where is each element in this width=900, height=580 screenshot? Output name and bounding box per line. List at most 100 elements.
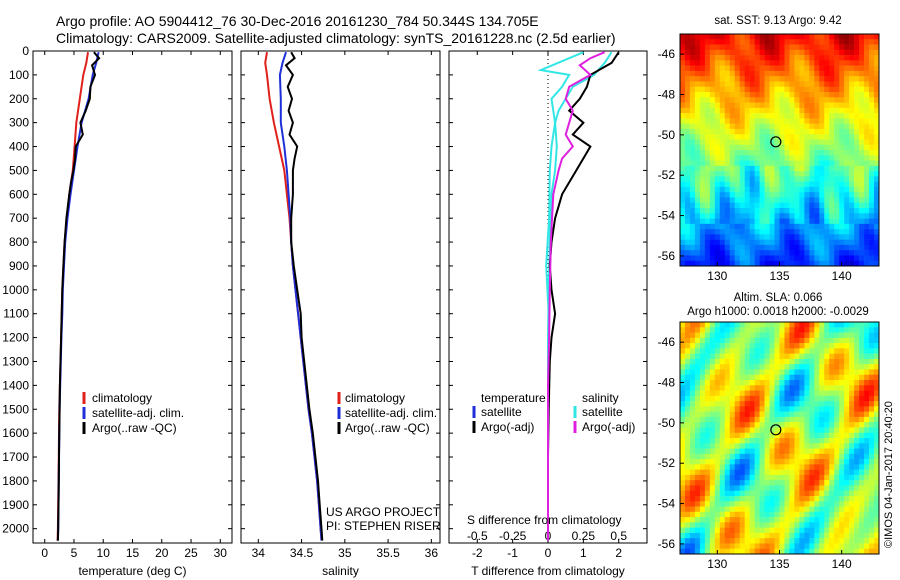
map-cell: [704, 197, 711, 204]
map-cell: [839, 118, 845, 124]
map-cell: [859, 39, 865, 45]
map-cell: [784, 443, 790, 449]
map-cell: [784, 255, 790, 262]
map-cell: [680, 527, 686, 534]
map-cell: [739, 501, 745, 507]
map-cell: [714, 139, 721, 146]
map-cell: [680, 218, 686, 225]
map-cell: [814, 411, 820, 418]
map-cell: [779, 448, 785, 455]
map-cell: [814, 255, 820, 262]
map-cell: [684, 55, 691, 61]
map-cell: [734, 337, 740, 344]
map-cell: [714, 186, 721, 193]
map-cell: [719, 496, 726, 502]
map-cell: [864, 496, 870, 502]
map-cell: [859, 55, 865, 61]
map-cell: [724, 485, 731, 492]
map-cell: [789, 332, 795, 339]
map-cell: [869, 118, 875, 124]
map-cell: [704, 438, 711, 444]
map-cell: [749, 422, 755, 428]
map-cell: [839, 501, 845, 507]
map-cell: [694, 369, 701, 376]
map-cell: [794, 390, 800, 397]
map-cell: [874, 60, 880, 66]
map-cell: [864, 139, 870, 146]
map-cell: [799, 406, 805, 412]
map-cell: [819, 186, 825, 193]
map-cell: [719, 453, 726, 460]
map-cell: [754, 522, 760, 528]
map-cell: [769, 543, 775, 550]
map-cell: [699, 511, 706, 518]
map-cell: [814, 448, 820, 455]
map-cell: [744, 532, 750, 539]
map-cell: [794, 213, 800, 219]
map-cell: [699, 260, 706, 267]
map-cell: [834, 322, 840, 328]
map-cell: [709, 343, 716, 349]
map-cell: [849, 464, 855, 470]
map-cell: [709, 395, 716, 402]
map-cell: [724, 538, 731, 544]
map-cell: [739, 438, 745, 444]
map-cell: [809, 197, 815, 204]
map-cell: [769, 144, 775, 151]
map-cell: [784, 432, 790, 439]
map-cell: [680, 337, 686, 344]
map-cell: [869, 150, 875, 156]
map-cell: [784, 39, 790, 45]
map-cell: [809, 543, 815, 550]
map-cell: [719, 176, 726, 182]
map-cell: [764, 322, 770, 328]
map-cell: [709, 501, 716, 507]
map-cell: [799, 453, 805, 460]
map-cell: [739, 134, 745, 140]
map-cell: [794, 176, 800, 182]
map-cell: [824, 192, 830, 198]
map-cell: [774, 234, 780, 240]
map-cell: [749, 250, 755, 256]
project-note: US ARGO PROJECT: [326, 505, 441, 519]
map-cell: [819, 522, 825, 528]
map-cell: [854, 60, 860, 66]
map-cell: [794, 364, 800, 370]
map-cell: [704, 395, 711, 402]
map-cell: [714, 160, 721, 167]
map-cell: [834, 395, 840, 402]
map-cell: [714, 86, 721, 93]
map-cell: [839, 332, 845, 339]
map-cell: [754, 506, 760, 513]
map-cell: [759, 123, 765, 130]
map-cell: [859, 181, 865, 188]
map-cell: [864, 150, 870, 156]
map-cell: [744, 86, 750, 93]
map-cell: [859, 527, 865, 534]
map-cell: [859, 485, 865, 492]
map-cell: [859, 343, 865, 349]
map-cell: [724, 229, 731, 235]
map-cell: [859, 390, 865, 397]
salinity-legend: climatology satellite-adj. clim. Argo(..…: [326, 391, 441, 533]
map-cell: [694, 218, 701, 225]
map-cell: [759, 118, 765, 124]
map-cell: [814, 34, 820, 40]
map-cell: [689, 55, 696, 61]
map-cell: [794, 464, 800, 470]
map-cell: [829, 107, 835, 114]
map-cell: [789, 527, 795, 534]
map-cell: [684, 102, 691, 109]
map-cell: [814, 332, 820, 339]
map-cell: [784, 139, 790, 146]
map-cell: [804, 485, 810, 492]
map-cell: [849, 123, 855, 130]
map-cell: [749, 171, 755, 177]
map-cell: [684, 374, 691, 381]
map-cell: [759, 401, 765, 407]
map-cell: [839, 522, 845, 528]
map-cell: [804, 171, 810, 177]
map-cell: [689, 65, 696, 72]
map-cell: [764, 343, 770, 349]
map-cell: [864, 548, 870, 555]
